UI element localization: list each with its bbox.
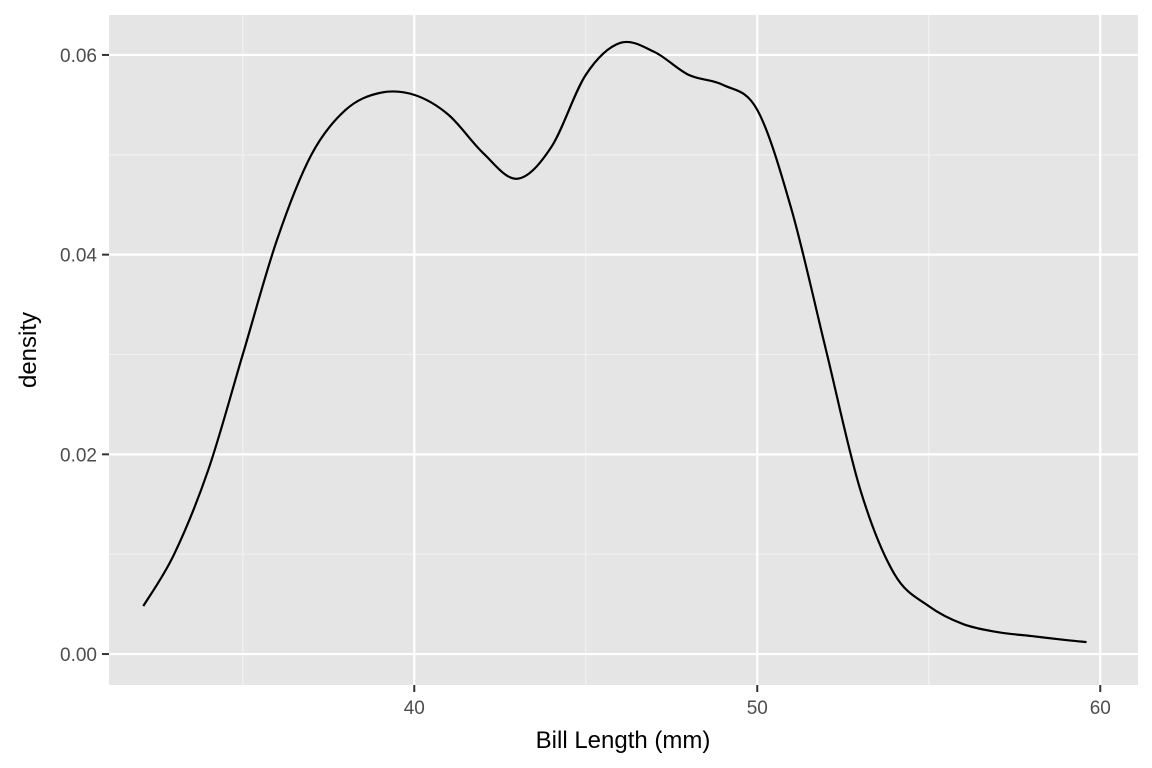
y-axis-title: density: [15, 312, 42, 388]
major-gridlines: [109, 15, 1138, 685]
y-tick-label: 0.02: [60, 445, 97, 466]
x-tick-label: 60: [1090, 698, 1111, 719]
minor-gridlines: [109, 15, 1138, 685]
density-curve: [142, 40, 1087, 644]
x-tick-label: 50: [747, 698, 768, 719]
y-tick-label: 0.00: [60, 645, 97, 666]
y-tick-label: 0.04: [60, 246, 97, 267]
x-axis: 40 50 60: [404, 685, 1111, 719]
y-tick-label: 0.06: [60, 46, 97, 67]
x-tick-label: 40: [404, 698, 425, 719]
plot-panel: [109, 15, 1138, 685]
x-axis-title: Bill Length (mm): [536, 727, 711, 754]
y-axis: 0.00 0.02 0.04 0.06: [60, 46, 109, 666]
